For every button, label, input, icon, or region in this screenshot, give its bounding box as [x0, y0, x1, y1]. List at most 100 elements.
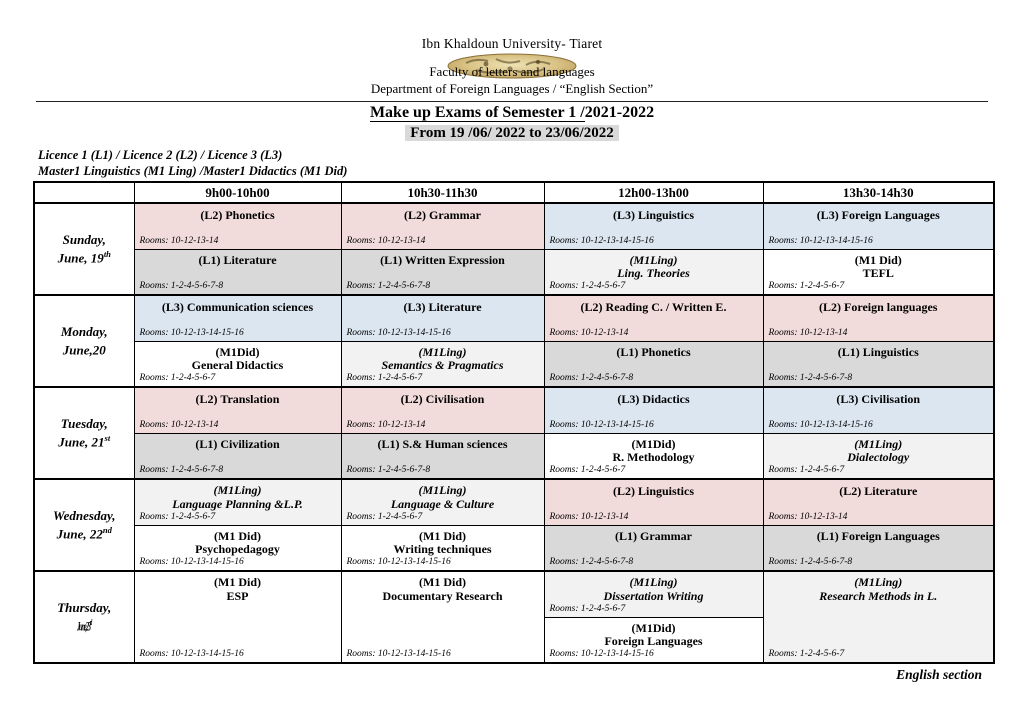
exam-title: (L2) Foreign languages [819, 299, 938, 314]
exam-cell: (M1Ling) Language & Culture Rooms: 1-2-4-5… [340, 478, 545, 526]
exam-title: Dialectology [847, 450, 910, 465]
exam-title: (L2) Literature [839, 483, 918, 498]
exam-rooms: Rooms: 1-2-4-5-6-7-8 [139, 281, 224, 291]
exam-title: (L1) Civilization [195, 437, 280, 451]
exam-rooms: Rooms: 1-2-4-5-6-7-8 [346, 281, 431, 291]
exam-title: Ling. Theories [617, 266, 690, 281]
table-row: (M1 Did) Psychopedagogy Rooms: 10-12-13-14… [34, 524, 995, 572]
exam-title: Research Methods in L. [819, 588, 938, 603]
exam-cell: (L2) Reading C. / Written E. Rooms: 10-12… [543, 294, 764, 342]
header-divider [36, 101, 988, 102]
exam-cell: (M1Ling) Dissertation Writing Rooms: 1-2-4… [543, 570, 764, 618]
exam-cell: (M1Ling) Research Methods in L. Rooms: 1-2… [762, 570, 995, 664]
day-date: June, 19th [57, 248, 111, 265]
exam-code: (M1Did) [215, 344, 260, 359]
exam-rooms: Rooms: 1-2-4-5-6-7-8 [549, 557, 634, 567]
faculty-name: Faculty of letters and languages [429, 64, 595, 79]
table-row: Sunday, June, 19th (L2) Phonetics Rooms: … [33, 202, 995, 296]
exam-title: Language & Culture [390, 496, 495, 511]
exam-title: ESP [226, 588, 249, 603]
exam-rooms: Rooms: 10-12-13-14-15-16 [139, 557, 244, 568]
exam-title: (L3) Communication sciences [161, 299, 314, 314]
exam-title: R. Methodology [612, 450, 695, 465]
exam-cell: (M1 Did) ESP Rooms: 10-12-13-14-15-16 [133, 570, 342, 664]
document-header: Ibn Khaldoun University- Tiaret Faculty … [0, 36, 1024, 142]
exam-title: Semantics & Pragmatics [381, 358, 504, 373]
page-title-underlined: Make up Exams of Semester 1 / [369, 104, 585, 122]
exam-cell: (L3) Literature Rooms: 10-12-13-14-15-16 [340, 294, 545, 342]
exam-rooms: Rooms: 1-2-4-5-6-7 [768, 649, 845, 660]
exam-title: (L3) Linguistics [612, 207, 694, 222]
exam-cell: (M1Ling) Dialectology Rooms: 1-2-4-5-6-7 [762, 432, 995, 480]
exam-rooms: Rooms: 10-12-13-14-15-16 [768, 235, 873, 246]
table-row: (L1) Civilization Rooms: 1-2-4-5-6-7-8 (L… [34, 432, 995, 480]
day-column-header [33, 181, 135, 205]
time-header-4: 13h30-14h30 [762, 181, 995, 205]
exam-rooms: Rooms: 1-2-4-5-6-7 [768, 465, 845, 476]
day-name: Monday, [60, 323, 108, 339]
exam-cell: (L1) Literature Rooms: 1-2-4-5-6-7-8 [133, 248, 342, 296]
day-name: Sunday, [62, 231, 106, 247]
table-row: Monday, June,20 (L3) Communication scien… [33, 294, 995, 388]
day-date: June,23rd [77, 616, 92, 633]
time-header-3: 12h00-13h00 [543, 181, 764, 205]
page-title: Make up Exams of Semester 1 /2021-2022 [0, 104, 1024, 122]
exam-title: (L1) Linguistics [837, 345, 919, 359]
exam-rooms: Rooms: 1-2-4-5-6-7 [549, 281, 626, 292]
exam-rooms: Rooms: 1-2-4-5-6-7 [768, 281, 845, 292]
exam-title: (L1) Phonetics [616, 345, 691, 359]
time-header-row: 9h00-10h00 10h30-11h30 12h00-13h00 13h30… [33, 181, 995, 205]
exam-code: (M1 Did) [419, 528, 466, 543]
table-row: Tuesday, June, 21st (L2) Translation Room… [33, 386, 995, 480]
levels-line-licence: Licence 1 (L1) / Licence 2 (L2) / Licenc… [38, 148, 283, 162]
exam-title: General Didactics [191, 358, 284, 373]
exam-title: (L3) Foreign Languages [816, 207, 940, 222]
time-header-1: 9h00-10h00 [133, 181, 342, 205]
exam-cell: (M1Ling) Ling. Theories Rooms: 1-2-4-5-6-7 [543, 248, 764, 296]
exam-rooms: Rooms: 1-2-4-5-6-7-8 [768, 557, 853, 567]
exam-rooms: Rooms: 10-12-13-14-15-16 [549, 235, 654, 246]
exam-rooms: Rooms: 10-12-13-14-15-16 [346, 327, 451, 338]
exam-title: (L1) Written Expression [380, 253, 505, 267]
exam-title: (L1) Foreign Languages [816, 529, 940, 543]
exam-cell: (M1Ling) Language Planning &L.P. Rooms: 1-… [133, 478, 342, 526]
exam-rooms: Rooms: 10-12-13-14 [139, 235, 219, 246]
exam-title: (L3) Didactics [617, 391, 690, 406]
exam-cell: (L2) Foreign languages Rooms: 10-12-13-14 [762, 294, 995, 342]
exam-cell: (M1Ling) Semantics & Pragmatics Rooms: 1-2… [340, 340, 545, 388]
exam-rooms: Rooms: 1-2-4-5-6-7 [139, 373, 216, 384]
exam-code: (M1Ling) [418, 344, 467, 359]
exam-cell: (L1) Civilization Rooms: 1-2-4-5-6-7-8 [133, 432, 342, 480]
table-row: (M1Did) General Didactics Rooms: 1-2-4-5-6… [34, 340, 995, 388]
table-row: (L1) Literature Rooms: 1-2-4-5-6-7-8 (L1)… [34, 248, 995, 296]
exam-rooms: Rooms: 10-12-13-14 [768, 511, 848, 522]
exam-rooms: Rooms: 10-12-13-14-15-16 [768, 419, 873, 430]
exam-code: (M1Ling) [854, 575, 903, 590]
day-date: June, 21st [58, 432, 111, 449]
day-name: Thursday, [57, 599, 112, 615]
day-date: June, 22nd [56, 524, 112, 541]
exam-code: (M1 Did) [419, 575, 466, 590]
table-row: (M1Did) Foreign Languages Rooms: 10-12-13-… [34, 616, 994, 664]
table-row: Wednesday, June, 22nd (M1Ling) Language P… [33, 478, 995, 572]
day-name: Wednesday, [53, 507, 116, 523]
exam-cell: (M1 Did) Psychopedagogy Rooms: 10-12-13-14… [133, 524, 342, 572]
exam-cell: (M1 Did) Documentary Research Rooms: 10-12… [340, 570, 545, 664]
exam-cell: (L2) Linguistics Rooms: 10-12-13-14 [543, 478, 764, 526]
footer-section-label: English section [896, 667, 982, 683]
exam-title: (L1) S.& Human sciences [377, 437, 508, 451]
exam-timetable: 9h00-10h00 10h30-11h30 12h00-13h00 13h30… [33, 181, 995, 665]
exam-cell: (L3) Foreign Languages Rooms: 10-12-13-14… [762, 202, 995, 250]
exam-code: (M1 Did) [214, 575, 261, 590]
day-date: June,20 [62, 341, 106, 357]
exam-cell: (L2) Phonetics Rooms: 10-12-13-14 [133, 202, 342, 250]
exam-title: Writing techniques [393, 542, 492, 557]
exam-rooms: Rooms: 1-2-4-5-6-7 [549, 603, 626, 614]
exam-cell: (L2) Civilisation Rooms: 10-12-13-14 [340, 386, 545, 434]
exam-rooms: Rooms: 10-12-13-14 [549, 327, 629, 338]
exam-title: Dissertation Writing [603, 588, 704, 603]
exam-cell: (L1) S.& Human sciences Rooms: 1-2-4-5-6-… [340, 432, 545, 480]
exam-rooms: Rooms: 1-2-4-5-6-7-8 [346, 465, 431, 475]
exam-rooms: Rooms: 10-12-13-14-15-16 [549, 649, 654, 660]
exam-cell: (L1) Linguistics Rooms: 1-2-4-5-6-7-8 [762, 340, 995, 388]
